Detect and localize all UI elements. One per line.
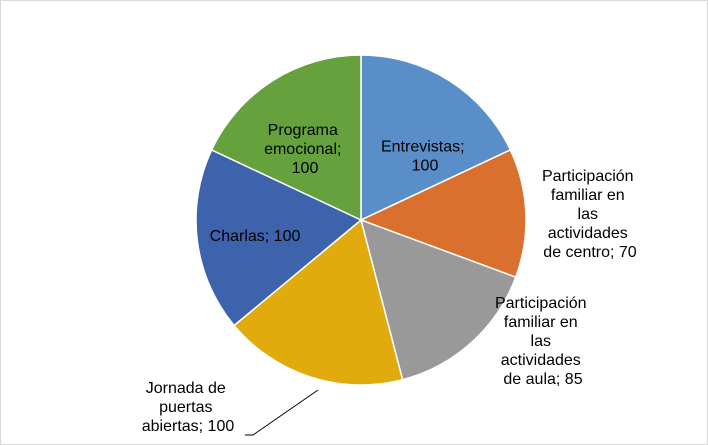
data-label: Participación familiar en las actividade… (495, 295, 591, 388)
data-label: Participación familiar en las actividade… (542, 168, 638, 261)
pie-slice (359, 148, 527, 279)
pie-slice (195, 148, 363, 327)
data-label: Charlas; 100 (210, 228, 301, 245)
data-label: Programa emocional; 100 (264, 122, 346, 177)
pie-slice (210, 54, 362, 222)
data-label: Entrevistas; 100 (381, 139, 469, 175)
leader-line (245, 389, 319, 436)
pie-slice (360, 54, 512, 222)
pie-slice (233, 218, 404, 386)
data-label: Jornada de puertas abiertas; 100 (142, 380, 235, 435)
pie-slice (359, 218, 517, 381)
